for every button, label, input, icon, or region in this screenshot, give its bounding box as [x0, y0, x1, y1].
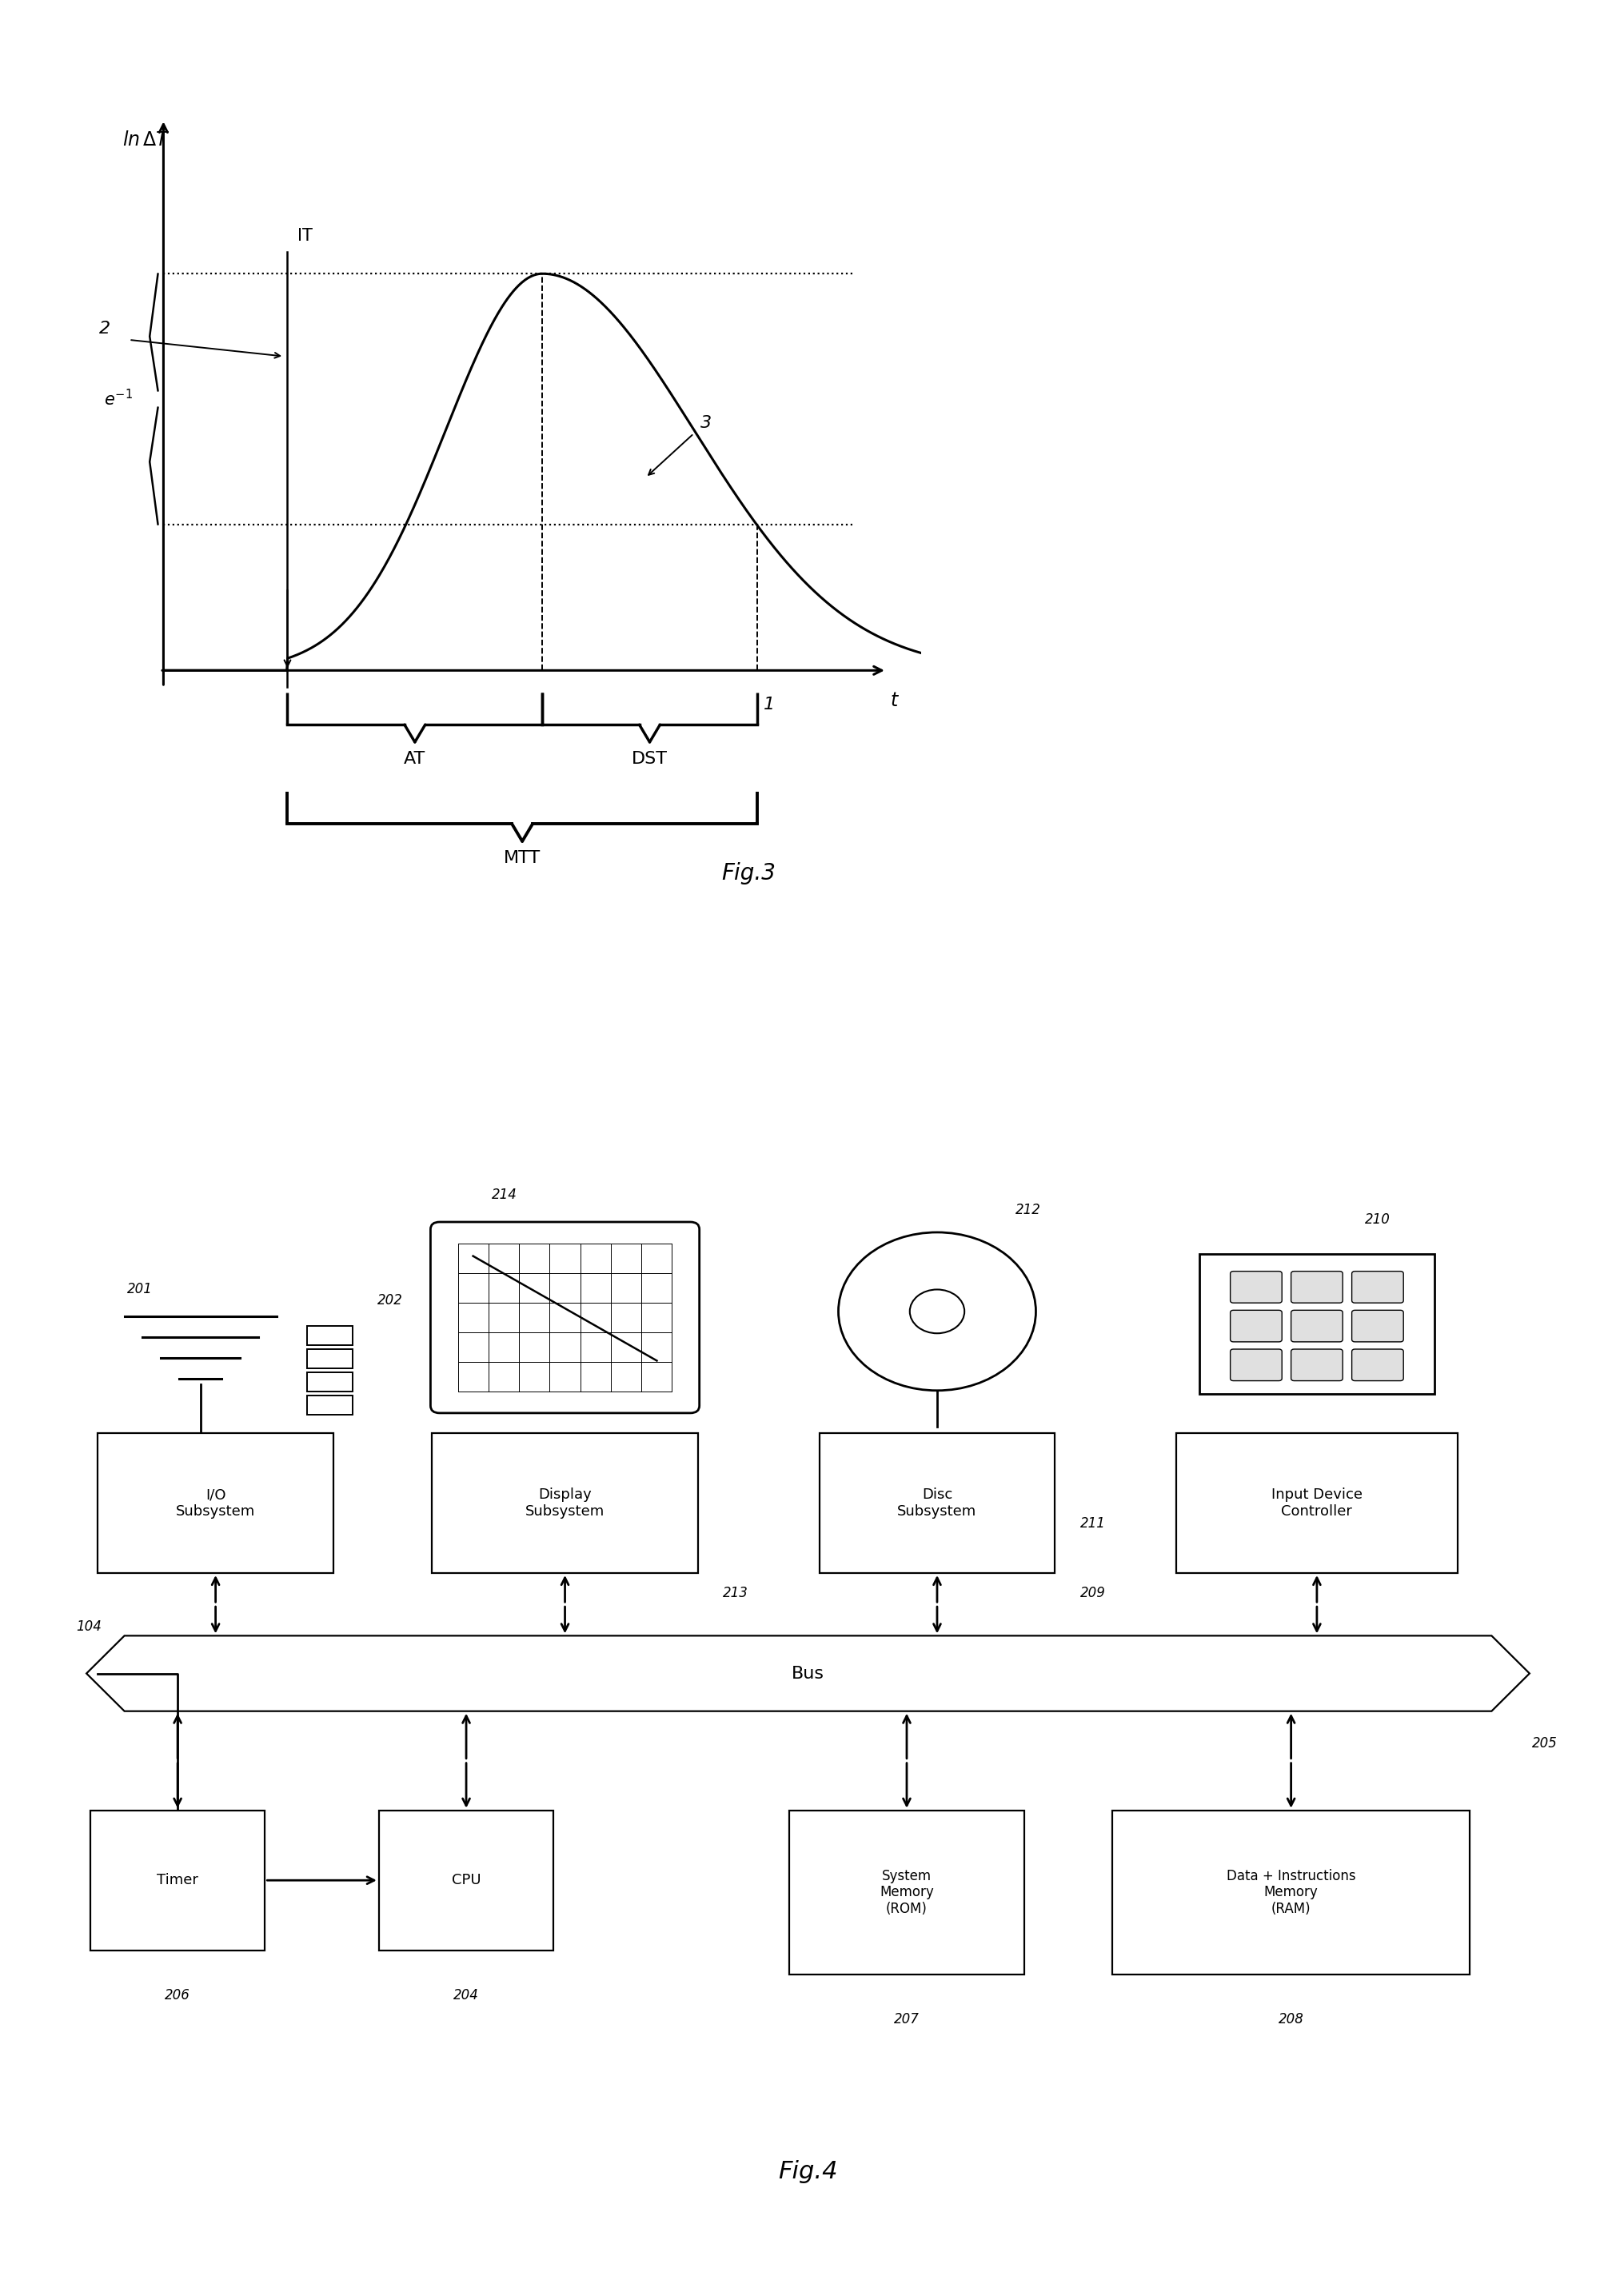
Text: Data + Instructions
Memory
(RAM): Data + Instructions Memory (RAM)	[1227, 1869, 1356, 1917]
FancyBboxPatch shape	[1353, 1272, 1403, 1302]
FancyBboxPatch shape	[1291, 1311, 1343, 1341]
Text: IT: IT	[297, 227, 314, 243]
Text: 202: 202	[378, 1293, 402, 1306]
FancyBboxPatch shape	[307, 1396, 352, 1414]
Text: 206: 206	[165, 1988, 191, 2002]
FancyBboxPatch shape	[430, 1221, 700, 1412]
Text: $e^{-1}$: $e^{-1}$	[105, 388, 133, 409]
Text: 213: 213	[722, 1587, 748, 1600]
Text: 104: 104	[76, 1619, 102, 1635]
FancyBboxPatch shape	[431, 1433, 698, 1573]
Text: $\mathit{ln}\,\mathit{\Delta T}$: $\mathit{ln}\,\mathit{\Delta T}$	[123, 131, 170, 149]
Text: Fig.3: Fig.3	[722, 863, 776, 884]
FancyBboxPatch shape	[819, 1433, 1055, 1573]
Text: Display
Subsystem: Display Subsystem	[525, 1488, 604, 1518]
Text: 204: 204	[454, 1988, 478, 2002]
Polygon shape	[87, 1635, 1529, 1711]
Text: 212: 212	[1015, 1203, 1041, 1217]
FancyBboxPatch shape	[1230, 1350, 1281, 1380]
FancyBboxPatch shape	[1199, 1254, 1435, 1394]
FancyBboxPatch shape	[1230, 1311, 1281, 1341]
Text: 209: 209	[1079, 1587, 1105, 1600]
FancyBboxPatch shape	[307, 1327, 352, 1345]
Text: Bus: Bus	[792, 1665, 824, 1681]
FancyBboxPatch shape	[99, 1433, 333, 1573]
FancyBboxPatch shape	[1230, 1272, 1281, 1302]
Text: 211: 211	[1079, 1515, 1105, 1531]
Text: AT: AT	[404, 751, 425, 767]
Text: DST: DST	[632, 751, 667, 767]
FancyBboxPatch shape	[1291, 1272, 1343, 1302]
Text: Disc
Subsystem: Disc Subsystem	[897, 1488, 976, 1518]
Text: 201: 201	[128, 1281, 152, 1297]
Text: 210: 210	[1366, 1212, 1390, 1226]
Text: 205: 205	[1532, 1736, 1558, 1752]
Text: Input Device
Controller: Input Device Controller	[1272, 1488, 1362, 1518]
FancyBboxPatch shape	[789, 1809, 1025, 1975]
FancyBboxPatch shape	[378, 1809, 554, 1949]
FancyBboxPatch shape	[307, 1350, 352, 1368]
Text: 2: 2	[99, 321, 110, 338]
FancyBboxPatch shape	[1176, 1433, 1458, 1573]
Text: 207: 207	[894, 2011, 920, 2027]
Text: I/O
Subsystem: I/O Subsystem	[176, 1488, 255, 1518]
Text: 214: 214	[491, 1187, 517, 1203]
Text: System
Memory
(ROM): System Memory (ROM)	[879, 1869, 934, 1917]
Text: 1: 1	[764, 696, 776, 712]
Text: MTT: MTT	[504, 850, 541, 866]
FancyBboxPatch shape	[1353, 1350, 1403, 1380]
Text: Timer: Timer	[157, 1874, 199, 1887]
Text: 3: 3	[701, 416, 713, 432]
Text: 208: 208	[1278, 2011, 1304, 2027]
FancyBboxPatch shape	[307, 1373, 352, 1391]
FancyBboxPatch shape	[1291, 1350, 1343, 1380]
Text: $\mathit{t}$: $\mathit{t}$	[890, 691, 900, 709]
Text: Fig.4: Fig.4	[779, 2161, 837, 2183]
FancyBboxPatch shape	[1112, 1809, 1469, 1975]
FancyBboxPatch shape	[1353, 1311, 1403, 1341]
FancyBboxPatch shape	[90, 1809, 265, 1949]
Text: CPU: CPU	[451, 1874, 482, 1887]
